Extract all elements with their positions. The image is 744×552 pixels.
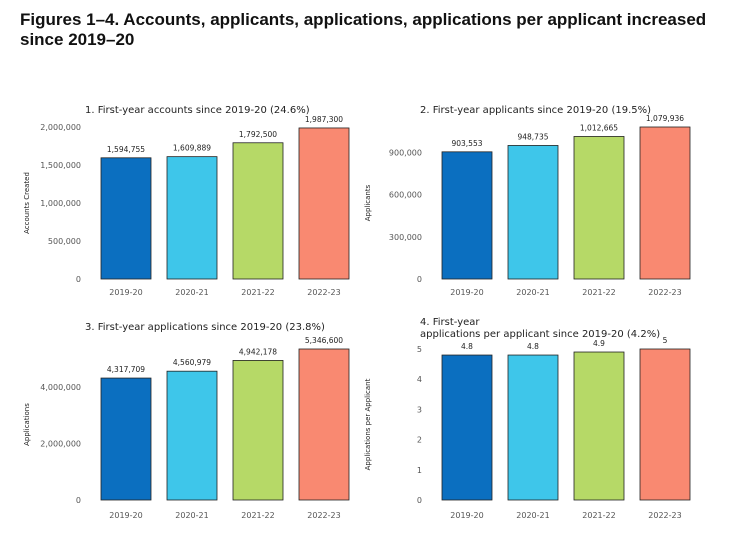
chart-title: 2. First-year applicants since 2019-20 (… (420, 105, 651, 116)
bar-2021-22 (573, 136, 625, 280)
x-tick-label: 2022-23 (307, 288, 340, 297)
bar-2020-21 (507, 354, 559, 501)
x-tick-label: 2021-22 (582, 511, 615, 520)
chart-title: 3. First-year applications since 2019-20… (85, 322, 325, 333)
y-tick-label: 1,500,000 (40, 161, 81, 170)
bar-2022-23 (298, 127, 350, 280)
x-tick-label: 2021-22 (582, 288, 615, 297)
bar-value-label: 903,553 (451, 139, 482, 148)
y-tick-label: 900,000 (389, 148, 422, 157)
x-tick-label: 2020-21 (516, 288, 549, 297)
chart-title: 1. First-year accounts since 2019-20 (24… (85, 105, 310, 116)
bar-value-label: 4,942,178 (239, 347, 277, 356)
bar-2022-23 (298, 348, 350, 501)
y-tick-label: 1 (417, 466, 422, 475)
bar-2022-23 (639, 348, 691, 501)
y-tick-label: 0 (417, 496, 422, 505)
y-tick-label: 0 (76, 496, 81, 505)
bar-2020-21 (166, 370, 218, 501)
y-tick-label: 0 (417, 275, 422, 284)
y-tick-label: 2,000,000 (40, 440, 81, 449)
bar-2019-20 (441, 354, 493, 501)
bar-value-label: 1,609,889 (173, 144, 211, 153)
bar-2020-21 (166, 156, 218, 280)
x-tick-label: 2019-20 (450, 511, 483, 520)
x-tick-label: 2020-21 (175, 288, 208, 297)
bar-2021-22 (232, 360, 284, 501)
bar-value-label: 948,735 (517, 132, 548, 141)
bar-value-label: 4.9 (593, 339, 605, 348)
bar-value-label: 4,560,979 (173, 358, 211, 367)
bar-value-label: 1,594,755 (107, 145, 145, 154)
y-tick-label: 4,000,000 (40, 383, 81, 392)
y-tick-label: 4 (417, 375, 422, 384)
chart-first-year-applicants: 2. First-year applicants since 2019-20 (… (364, 105, 691, 297)
bar-2022-23 (639, 126, 691, 280)
bar-value-label: 1,792,500 (239, 130, 277, 139)
chart-title: 4. First-year applications per applicant … (420, 317, 660, 340)
bar-value-label: 5 (663, 336, 668, 345)
y-tick-label: 500,000 (48, 237, 81, 246)
page-title: Figures 1–4. Accounts, applicants, appli… (20, 10, 707, 49)
bar-2019-20 (100, 157, 152, 280)
x-tick-label: 2019-20 (109, 288, 142, 297)
bar-2021-22 (232, 142, 284, 280)
y-axis-label: Applications (23, 403, 31, 446)
y-tick-label: 2,000,000 (40, 123, 81, 132)
bar-value-label: 5,346,600 (305, 336, 343, 345)
y-tick-label: 1,000,000 (40, 199, 81, 208)
bar-value-label: 1,987,300 (305, 115, 343, 124)
bar-value-label: 4.8 (527, 342, 539, 351)
chart-first-year-accounts: 1. First-year accounts since 2019-20 (24… (23, 105, 350, 297)
x-tick-label: 2022-23 (648, 288, 681, 297)
chart-first-year-applications: 3. First-year applications since 2019-20… (23, 322, 350, 520)
y-tick-label: 600,000 (389, 191, 422, 200)
bar-value-label: 4.8 (461, 342, 473, 351)
x-tick-label: 2019-20 (109, 511, 142, 520)
bar-value-label: 4,317,709 (107, 365, 145, 374)
chart-applications-per-applicant: 4. First-year applications per applicant … (364, 317, 691, 520)
y-tick-label: 2 (417, 436, 422, 445)
bar-2020-21 (507, 145, 559, 280)
x-tick-label: 2022-23 (648, 511, 681, 520)
bar-value-label: 1,079,936 (646, 114, 684, 123)
bar-2019-20 (441, 151, 493, 280)
bar-2021-22 (573, 351, 625, 501)
bar-2019-20 (100, 377, 152, 501)
x-tick-label: 2022-23 (307, 511, 340, 520)
y-tick-label: 300,000 (389, 233, 422, 242)
x-tick-label: 2019-20 (450, 288, 483, 297)
y-axis-label: Accounts Created (23, 172, 31, 234)
x-tick-label: 2021-22 (241, 511, 274, 520)
x-tick-label: 2020-21 (516, 511, 549, 520)
bar-value-label: 1,012,665 (580, 123, 618, 132)
x-tick-label: 2021-22 (241, 288, 274, 297)
y-axis-label: Applications per Applicant (364, 378, 372, 470)
x-tick-label: 2020-21 (175, 511, 208, 520)
y-axis-label: Applicants (364, 184, 372, 221)
y-tick-label: 3 (417, 405, 422, 414)
y-tick-label: 0 (76, 275, 81, 284)
y-tick-label: 5 (417, 345, 422, 354)
